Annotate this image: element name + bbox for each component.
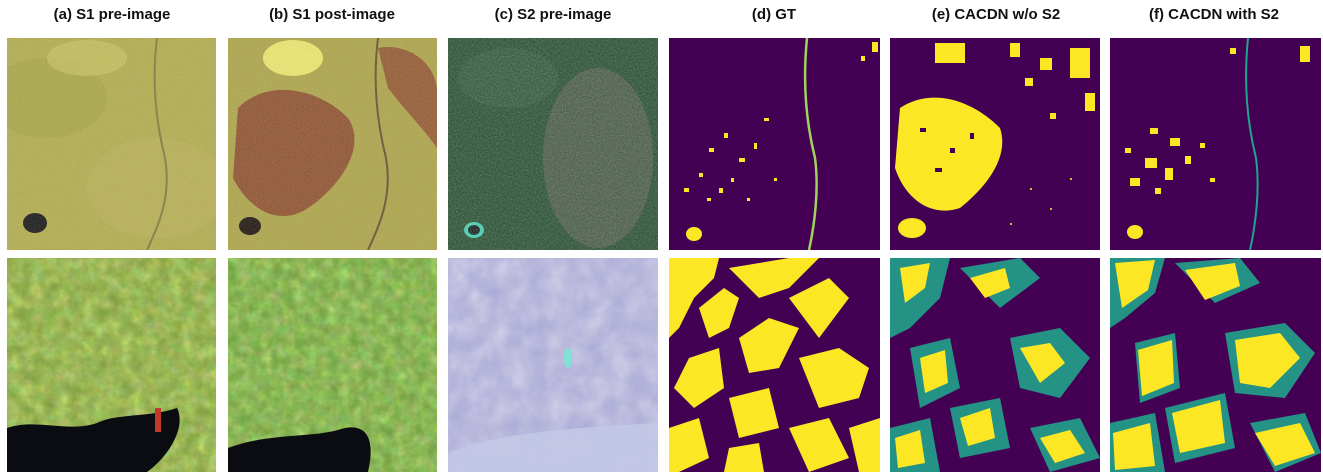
col-title-c: (c) S2 pre-image (494, 6, 612, 23)
cacdn-wo-s2-row2 (890, 258, 1100, 472)
s1-post-image-row1 (228, 38, 437, 250)
s2-pre-image-row1 (448, 38, 658, 250)
s1-post-image-row2 (228, 258, 437, 472)
col-title-f: (f) CACDN with S2 (1149, 6, 1279, 23)
s1-pre-image-row2 (7, 258, 216, 472)
cacdn-with-s2-row2 (1110, 258, 1321, 472)
gt-mask-row2 (669, 258, 880, 472)
gt-mask-row1 (669, 38, 880, 250)
col-title-e: (e) CACDN w/o S2 (931, 6, 1061, 23)
s2-pre-image-row2 (448, 258, 658, 472)
col-title-a: (a) S1 pre-image (53, 6, 171, 23)
col-title-d: (d) GT (751, 6, 797, 23)
cacdn-with-s2-row1 (1110, 38, 1321, 250)
s1-pre-image-row1 (7, 38, 216, 250)
cacdn-wo-s2-row1 (890, 38, 1100, 250)
col-title-b: (b) S1 post-image (269, 6, 395, 23)
